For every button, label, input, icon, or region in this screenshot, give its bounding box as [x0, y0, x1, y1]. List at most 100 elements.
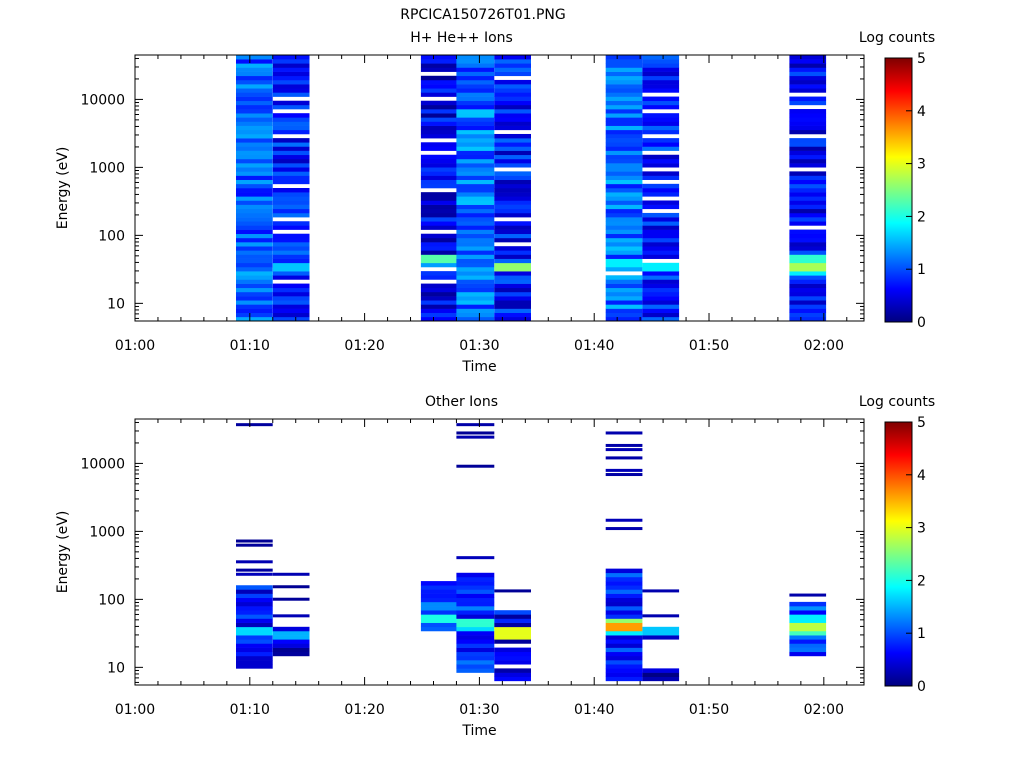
heatmap-cell: [605, 431, 643, 435]
heatmap-cell: [642, 287, 680, 293]
heatmap-cell: [456, 614, 495, 619]
heatmap-cell: [456, 626, 495, 632]
heatmap-cell: [236, 664, 273, 669]
heatmap-cell: [789, 296, 827, 301]
heatmap-cell: [456, 71, 495, 77]
heatmap-cell: [456, 150, 495, 156]
colorbar-tick-label: 1: [917, 626, 926, 642]
heatmap-cell: [456, 589, 495, 594]
heatmap-cell: [494, 59, 531, 64]
heatmap-cell: [236, 67, 273, 72]
heatmap-cell: [789, 308, 827, 313]
colorbar-tick-label: 2: [917, 209, 926, 225]
heatmap-cell: [642, 138, 680, 143]
heatmap-cell: [236, 271, 273, 276]
heatmap-cell: [494, 150, 531, 156]
heatmap-cell: [456, 283, 495, 289]
heatmap-cell: [494, 258, 531, 264]
heatmap-cell: [236, 125, 273, 131]
heatmap-cell: [642, 158, 680, 164]
x-axis-label: Time: [461, 723, 496, 739]
heatmap-cell: [420, 142, 457, 147]
heatmap-cell: [642, 163, 680, 168]
heatmap-cell: [605, 221, 643, 226]
heatmap-cell: [789, 593, 827, 597]
heatmap-cell: [272, 296, 310, 301]
heatmap-cell: [456, 183, 495, 189]
heatmap-cell: [642, 296, 680, 301]
heatmap-cell: [605, 647, 643, 653]
heatmap-cell: [605, 254, 643, 259]
heatmap-cell: [236, 279, 273, 284]
heatmap-cell: [605, 192, 643, 197]
heatmap-cell: [494, 651, 531, 657]
heatmap-cell: [642, 100, 680, 106]
heatmap-cell: [420, 121, 457, 126]
heatmap-cell: [272, 158, 310, 164]
heatmap-cell: [272, 200, 310, 205]
heatmap-column: [789, 593, 827, 657]
heatmap-cell: [789, 300, 827, 305]
heatmap-cell: [494, 655, 531, 661]
heatmap-cell: [605, 676, 643, 682]
x-tick-label: 01:40: [574, 702, 614, 718]
heatmap-cell: [605, 109, 643, 114]
heatmap-cell: [456, 572, 495, 578]
heatmap-cell: [494, 262, 531, 268]
heatmap-cell: [789, 610, 827, 615]
heatmap-cell: [605, 296, 643, 301]
heatmap-cell: [236, 635, 273, 640]
heatmap-cell: [494, 672, 531, 677]
x-tick-label: 01:30: [459, 338, 499, 354]
heatmap-cell: [494, 291, 531, 297]
heatmap-cell: [236, 258, 273, 264]
heatmap-column: [605, 431, 643, 682]
heatmap-cell: [494, 221, 531, 226]
heatmap-cell: [605, 651, 643, 657]
heatmap-cell: [789, 639, 827, 644]
heatmap-cell: [236, 242, 273, 247]
heatmap-cell: [272, 597, 310, 601]
heatmap-cell: [456, 84, 495, 89]
heatmap-cell: [789, 88, 827, 93]
heatmap-cell: [605, 626, 643, 632]
heatmap-cell: [236, 208, 273, 214]
heatmap-cell: [456, 593, 495, 599]
heatmap-cell: [642, 283, 680, 289]
heatmap-cell: [789, 643, 827, 648]
heatmap-cell: [456, 100, 495, 106]
heatmap-column: [236, 55, 273, 322]
heatmap-cell: [642, 626, 680, 632]
heatmap-cell: [456, 129, 495, 135]
heatmap-cell: [494, 316, 531, 322]
heatmap-cell: [605, 92, 643, 97]
heatmap-cell: [236, 614, 273, 619]
heatmap-cell: [420, 146, 457, 151]
y-tick-label: 1000: [89, 160, 125, 176]
heatmap-cell: [642, 212, 680, 218]
heatmap-cell: [272, 113, 310, 118]
heatmap-cell: [236, 651, 273, 657]
heatmap-cell: [789, 312, 827, 318]
heatmap-cell: [236, 266, 273, 272]
heatmap-cell: [605, 576, 643, 582]
heatmap-cell: [789, 237, 827, 243]
heatmap-cell: [642, 188, 680, 193]
heatmap-cell: [456, 188, 495, 193]
heatmap-cell: [236, 601, 273, 607]
heatmap-cell: [420, 179, 457, 185]
heatmap-cell: [456, 660, 495, 665]
x-axis: 01:00 01:10 01:20 01:30 01:40 01:50 02:00: [115, 55, 848, 354]
heatmap-cell: [272, 287, 310, 293]
heatmap-cell: [494, 266, 531, 272]
heatmap-cell: [272, 196, 310, 201]
heatmap-cell: [494, 179, 531, 185]
y-tick-label: 10000: [80, 92, 125, 108]
heatmap-cell: [236, 622, 273, 628]
heatmap-cell: [236, 63, 273, 68]
heatmap-cell: [236, 88, 273, 93]
heatmap-cell: [642, 67, 680, 72]
heatmap-cell: [236, 655, 273, 661]
heatmap-cell: [494, 142, 531, 147]
